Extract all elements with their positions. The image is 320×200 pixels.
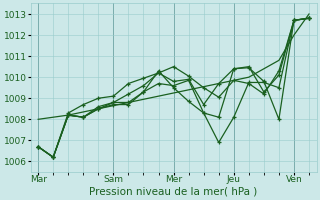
X-axis label: Pression niveau de la mer( hPa ): Pression niveau de la mer( hPa ) [90, 187, 258, 197]
